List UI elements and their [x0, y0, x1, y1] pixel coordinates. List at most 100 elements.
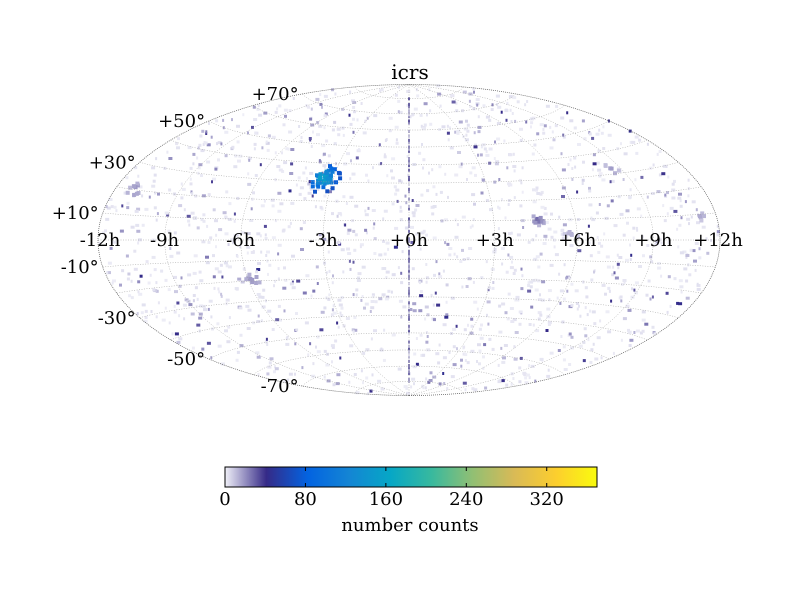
graticule [98, 84, 720, 396]
density-pixel [641, 310, 646, 314]
density-pixel [408, 97, 410, 101]
density-pixel [425, 340, 429, 344]
density-pixel [593, 270, 595, 274]
density-pixel [539, 293, 541, 297]
density-pixel [328, 164, 332, 169]
density-pixel [524, 376, 528, 380]
density-pixel [680, 216, 683, 220]
dec-tick-label: +70° [252, 84, 299, 105]
density-pixel [435, 260, 438, 264]
density-pixel [658, 173, 662, 177]
density-pixel [616, 253, 619, 257]
density-pixel [285, 147, 289, 151]
density-pixel [342, 270, 345, 274]
density-pixel [291, 280, 294, 284]
density-pixel [178, 337, 183, 341]
density-pixel [535, 188, 538, 192]
density-pixel [422, 353, 426, 357]
density-pixel [347, 228, 352, 232]
density-pixel [512, 165, 517, 168]
density-pixel [397, 367, 402, 371]
density-pixel [182, 303, 187, 307]
density-pixel [254, 281, 259, 285]
density-pixel [541, 280, 546, 284]
density-pixel [497, 205, 500, 209]
density-pixel [183, 317, 186, 321]
density-pixel [625, 258, 629, 262]
density-pixel [408, 107, 410, 111]
density-pixel [303, 197, 307, 201]
density-pixel [497, 227, 500, 231]
density-pixel [448, 247, 453, 250]
colorbar-label: number counts [341, 515, 478, 536]
density-pixel [419, 333, 423, 337]
density-pixel [327, 161, 330, 165]
density-pixel [425, 233, 428, 237]
density-pixel [200, 218, 204, 222]
density-pixel [520, 181, 523, 185]
density-pixel [408, 327, 410, 331]
density-pixel [408, 205, 410, 208]
density-pixel [498, 178, 501, 181]
density-pixel [323, 114, 327, 118]
density-pixel [513, 357, 518, 361]
density-pixel [226, 340, 231, 344]
density-pixel [256, 320, 261, 323]
density-pixel [174, 332, 179, 336]
density-pixel [196, 323, 201, 327]
density-pixel [236, 350, 240, 354]
grid-line [139, 296, 679, 319]
density-pixel [365, 231, 368, 235]
density-pixel [418, 151, 422, 155]
density-pixel [537, 298, 542, 301]
density-pixel [595, 132, 600, 136]
density-pixel [157, 192, 160, 196]
density-pixel [256, 268, 261, 271]
density-pixel [217, 287, 220, 291]
density-pixel [442, 372, 445, 375]
density-pixel [310, 294, 313, 298]
density-pixel [422, 166, 424, 170]
density-pixel [461, 285, 464, 289]
density-pixel [500, 379, 505, 383]
density-pixel [501, 302, 506, 306]
density-pixel [653, 332, 657, 336]
density-pixel [531, 279, 536, 283]
density-pixel [203, 308, 207, 312]
density-pixel [342, 133, 345, 137]
density-pixel [108, 198, 113, 201]
density-pixel [342, 195, 346, 199]
density-pixel [592, 153, 596, 157]
density-pixel [219, 263, 223, 267]
density-pixel [513, 268, 517, 272]
density-pixel [530, 364, 535, 368]
density-pixel [669, 206, 674, 210]
density-pixel [263, 224, 267, 228]
density-pixel [175, 142, 179, 146]
density-pixel [435, 192, 438, 196]
density-pixel [267, 272, 269, 276]
density-pixel [373, 252, 377, 255]
ra-tick-label: -12h [80, 230, 121, 251]
density-pixel [348, 380, 351, 384]
density-pixel [195, 304, 198, 308]
density-pixel [701, 225, 706, 229]
density-pixel [588, 241, 591, 245]
density-pixel [201, 129, 205, 133]
density-pixel [372, 295, 375, 299]
density-pixel [354, 233, 358, 237]
density-pixel [558, 215, 561, 219]
density-pixel [429, 109, 432, 113]
density-pixel [544, 221, 549, 224]
density-pixel [557, 349, 561, 352]
density-pixel [378, 162, 381, 166]
density-pixel [505, 383, 509, 387]
density-pixel [143, 319, 148, 323]
density-pixel [301, 366, 304, 370]
density-pixel [661, 172, 666, 176]
density-pixel [283, 266, 286, 270]
density-pixel [340, 296, 344, 300]
density-pixel [472, 107, 476, 111]
density-pixel [325, 180, 330, 184]
density-pixel [538, 215, 543, 220]
